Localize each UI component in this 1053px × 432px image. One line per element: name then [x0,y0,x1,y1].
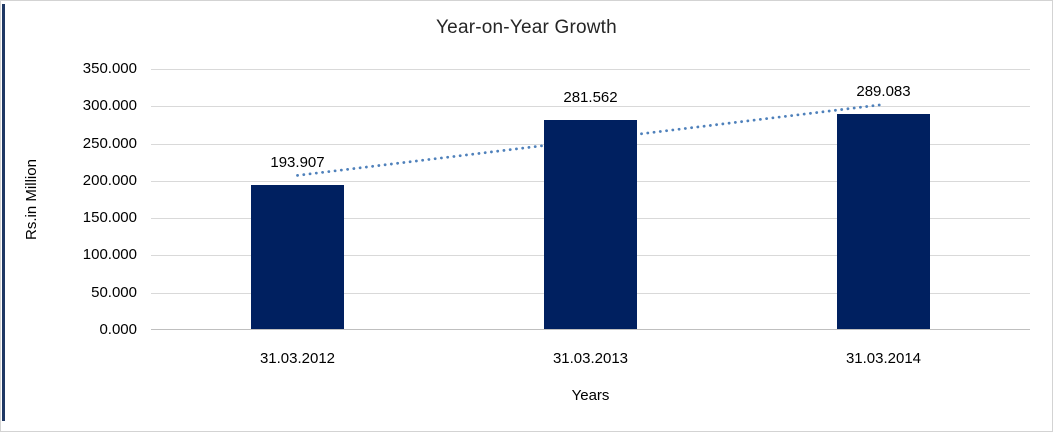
y-tick-label: 0.000 [99,321,137,338]
x-tick-label: 31.03.2013 [552,350,629,367]
y-tick-label: 100.000 [82,246,137,264]
y-tick-label: 150.000 [82,209,137,227]
chart-title: Year-on-Year Growth [436,17,617,38]
x-tick-label: 31.03.2012 [259,350,336,367]
bar [251,185,344,329]
y-tick-label: 50.000 [91,283,137,301]
x-axis-line [151,329,1030,330]
left-accent-bar [2,4,5,421]
y-tick-label: 350.000 [82,60,137,77]
x-axis-title: Years [571,387,610,404]
gridline [151,106,1030,108]
bar [837,114,930,329]
y-tick-label: 250.000 [82,134,137,152]
bar [544,120,637,329]
bar-data-label: 193.907 [270,154,325,172]
y-tick-label: 300.000 [82,97,137,115]
plot-area [151,69,1030,330]
x-tick-label: 31.03.2014 [845,350,922,367]
bar-data-label: 281.562 [563,89,618,107]
gridline [151,69,1030,70]
y-tick-label: 200.000 [82,171,137,189]
bar-data-label: 289.083 [856,83,911,101]
